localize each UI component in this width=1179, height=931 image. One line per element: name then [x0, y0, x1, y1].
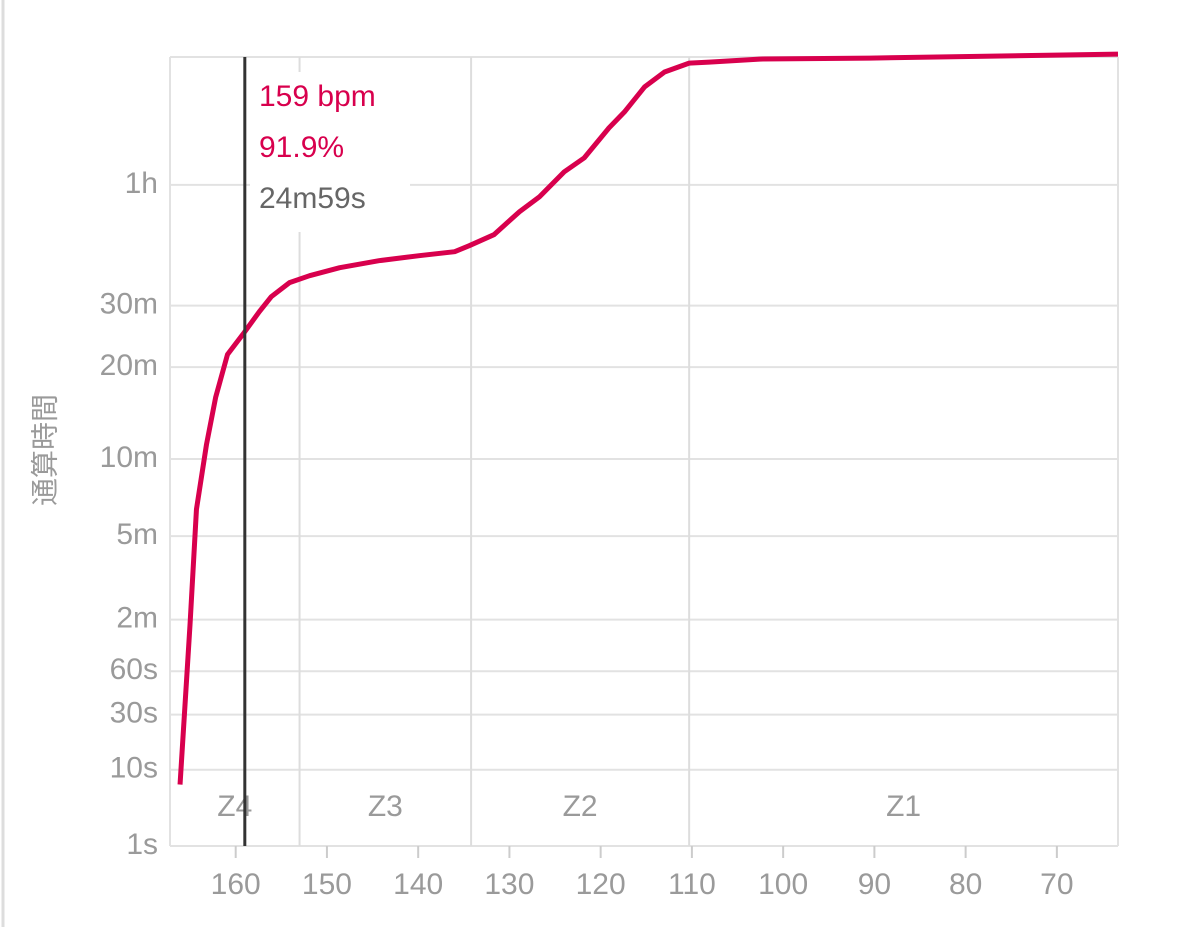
zone-label: Z4: [217, 790, 252, 823]
y-tick-label: 2m: [116, 602, 158, 635]
y-tick-label: 1s: [126, 828, 158, 861]
y-tick-label: 10s: [110, 752, 158, 785]
y-tick-label: 20m: [100, 349, 158, 382]
y-tick-label: 5m: [116, 518, 158, 551]
cursor-label: 24m59s: [259, 182, 366, 215]
zone-label: Z3: [368, 790, 403, 823]
x-tick-label: 80: [949, 868, 982, 901]
y-tick-label: 30m: [100, 288, 158, 321]
y-axis-title: 通算時間: [29, 394, 60, 506]
x-tick-label: 150: [302, 868, 352, 901]
cursor-label: 91.9%: [259, 131, 344, 164]
x-tick-label: 160: [211, 868, 261, 901]
x-tick-label: 100: [758, 868, 808, 901]
zone-label: Z1: [886, 790, 921, 823]
y-tick-label: 1h: [125, 167, 158, 200]
x-tick-label: 130: [484, 868, 534, 901]
x-tick-label: 110: [668, 868, 716, 901]
zone-label: Z2: [563, 790, 598, 823]
x-tick-label: 140: [393, 868, 443, 901]
x-tick-label: 120: [576, 868, 626, 901]
y-tick-label: 60s: [110, 653, 158, 686]
series-line: [177, 51, 1119, 785]
y-tick-label: 10m: [100, 441, 158, 474]
y-tick-label: 30s: [110, 697, 158, 730]
tooltip-bg: [250, 72, 410, 232]
cursor-label: 159 bpm: [259, 80, 376, 113]
x-tick-label: 70: [1040, 868, 1073, 901]
x-tick-label: 90: [858, 868, 891, 901]
